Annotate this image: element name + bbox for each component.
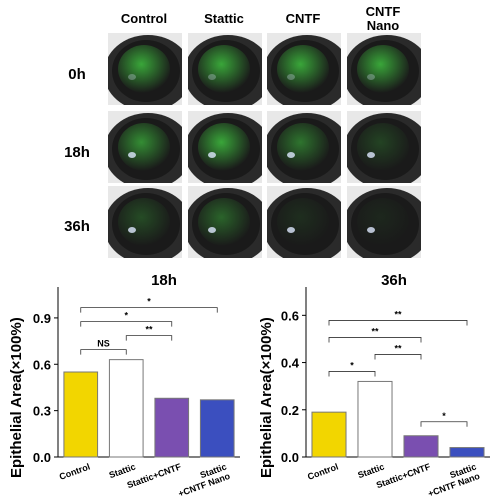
bar (403, 435, 439, 458)
significance-label: ** (145, 325, 153, 335)
eye-photo (188, 111, 262, 183)
significance-bracket (328, 337, 422, 343)
significance-bracket (80, 349, 127, 355)
x-category-label: Stattic+CNTF Nano (423, 461, 481, 497)
eye-photo-drawing (108, 186, 182, 258)
x-category-label: Stattic+CNTF Nano (174, 461, 232, 497)
significance-bracket (328, 320, 468, 326)
significance-label: ** (394, 343, 402, 353)
y-tick-label: 0.6 (33, 357, 51, 372)
bar (199, 399, 235, 458)
eye-photo (188, 186, 262, 258)
bar (154, 397, 190, 458)
significance-label: ** (394, 309, 402, 319)
significance-label: ** (371, 326, 379, 336)
eye-photo-drawing (188, 111, 262, 183)
bar (311, 411, 347, 458)
eye-photo (188, 33, 262, 105)
y-tick-label: 0.6 (281, 308, 299, 323)
bar (63, 371, 99, 458)
eye-photo-drawing (188, 33, 262, 105)
y-tick-label: 0.0 (33, 450, 51, 465)
eye-photo (108, 111, 182, 183)
significance-label: * (350, 360, 354, 370)
y-tick-label: 0.4 (281, 356, 300, 371)
eye-photo (347, 186, 421, 258)
significance-label: * (147, 297, 151, 307)
eye-photo (108, 186, 182, 258)
row-label-36h: 36h (64, 218, 90, 235)
significance-bracket (328, 371, 376, 377)
column-label-cntf: CNTF (285, 11, 321, 26)
significance-label: NS (97, 339, 110, 349)
y-tick-label: 0.0 (281, 450, 299, 465)
y-tick-label: 0.3 (33, 404, 51, 419)
bar (357, 380, 393, 458)
eye-photo-drawing (347, 111, 421, 183)
column-label-stattic: Stattic (204, 11, 244, 26)
y-tick-label: 0.9 (33, 311, 51, 326)
eye-photo-drawing (188, 186, 262, 258)
column-label-cntf-nano: CNTF Nano (365, 4, 401, 33)
significance-bracket (125, 335, 173, 341)
eye-photo (108, 33, 182, 105)
chart-title-18h: 18h (151, 272, 177, 289)
eye-photo-drawing (267, 111, 341, 183)
x-category-label: Control (58, 461, 91, 481)
eye-photo-drawing (108, 111, 182, 183)
eye-photo (347, 111, 421, 183)
eye-photo-drawing (108, 33, 182, 105)
significance-bracket (80, 321, 173, 327)
significance-label: * (442, 411, 446, 421)
significance-label: * (124, 311, 128, 321)
eye-photo (267, 111, 341, 183)
significance-bracket (420, 421, 468, 427)
eye-photo-drawing (267, 33, 341, 105)
bar (108, 359, 144, 458)
eye-photo (267, 33, 341, 105)
column-label-control: Control (120, 11, 168, 26)
x-category-label: Stattic (356, 461, 385, 480)
eye-photo-drawing (267, 186, 341, 258)
row-label-0h: 0h (68, 66, 86, 83)
chart-title-36h: 36h (381, 272, 407, 289)
eye-photo-drawing (347, 33, 421, 105)
eye-photo (347, 33, 421, 105)
significance-bracket (80, 307, 218, 313)
eye-photo (267, 186, 341, 258)
y-tick-label: 0.2 (281, 403, 299, 418)
bar (449, 447, 485, 458)
x-category-label: Control (306, 461, 339, 481)
significance-bracket (374, 354, 422, 360)
row-label-18h: 18h (64, 144, 90, 161)
eye-photo-drawing (347, 186, 421, 258)
